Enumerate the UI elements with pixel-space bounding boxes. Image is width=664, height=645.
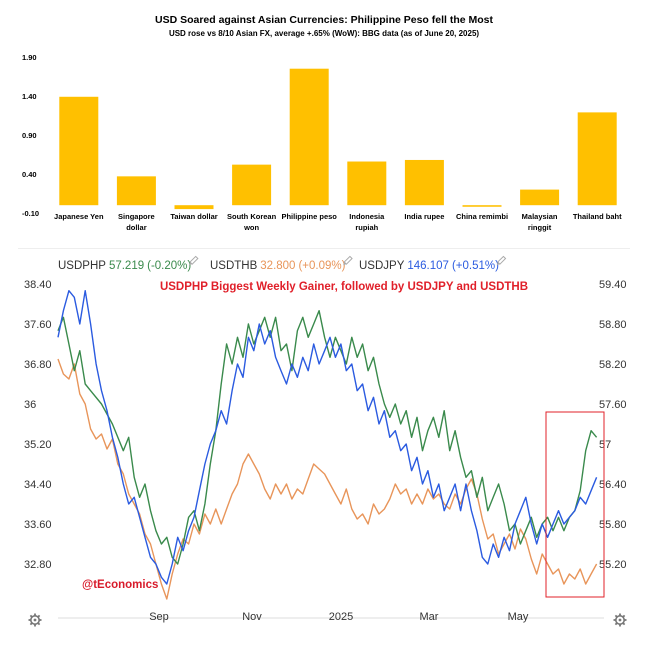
bar-thailand-baht [577,112,617,206]
left-axis-tick-label: 36.80 [24,359,52,371]
bar-y-tick-label: 1.90 [22,53,37,62]
bar-singapore-dollar [116,176,156,206]
bar-category-label: South Korean [227,212,277,221]
bar-y-tick-label: 0.40 [22,170,37,179]
left-axis-tick-label: 32.80 [24,559,52,571]
x-axis-tick-label: 2025 [329,611,353,623]
bar-category-label: ringgit [528,223,552,232]
legend-value: 57.219 [109,260,144,272]
highlight-box [545,411,605,598]
line-chart-panel: USDPHP 57.219 (-0.20%) USDTHB 32.800 (+0.09%)… [14,247,634,638]
bar-y-tick-label: 0.90 [22,131,37,140]
bar-category-label: China remimbi [456,212,508,221]
bar-malaysian-ringgit [520,189,560,206]
legend-change: (-0.20%) [147,260,191,272]
bar-taiwan-dollar [174,205,214,210]
bar-category-label: rupiah [355,223,378,232]
bar-y-tick-label: 1.40 [22,92,37,101]
right-axis-tick-label: 57.60 [599,399,627,411]
bar-chart-subtitle: USD rose vs 8/10 Asian FX, average +.65%… [169,29,479,38]
x-axis-tick-label: Nov [242,611,262,623]
bar-india-rupee [404,159,444,206]
bar-chart-panel: USD Soared against Asian Currencies: Phi… [14,6,634,238]
left-axis-tick-label: 38.40 [24,279,52,291]
legend-value: 32.800 [260,260,295,272]
legend-change: (+0.09%) [298,260,345,272]
bar-y-tick-label: -0.10 [22,209,39,218]
left-axis-tick-label: 37.60 [24,319,52,331]
chart-legend: USDPHP 57.219 (-0.20%) USDTHB 32.800 (+0.09%)… [58,255,507,272]
left-axis-tick-label: 33.60 [24,519,52,531]
chart-annotation: USDPHP Biggest Weekly Gainer, followed b… [160,281,528,293]
right-axis-tick-label: 58.20 [599,359,627,371]
line-chart: USDPHP 57.219 (-0.20%) USDTHB 32.800 (+0.09%)… [18,247,630,627]
bar-chart: USD Soared against Asian Currencies: Phi… [22,14,622,232]
legend-symbol: USDTHB [210,260,258,272]
bar-category-label: Japanese Yen [54,212,104,221]
legend-item-usdthb[interactable]: USDTHB 32.800 (+0.09%) [210,260,346,272]
bar-category-label: India rupee [404,212,444,221]
series-line-usdjpy [57,290,598,585]
left-axis-tick-label: 35.20 [24,439,52,451]
bar-category-label: Taiwan dollar [170,212,217,221]
right-axis-tick-label: 55.80 [599,519,627,531]
right-settings-gear-icon[interactable] [613,613,627,627]
series-line-usdphp [57,310,598,565]
x-axis-tick-label: May [508,611,529,623]
x-axis-tick-label: Sep [149,611,169,623]
right-axis-tick-label: 57 [599,439,611,451]
bar-indonesia-rupiah [347,161,387,206]
left-axis-tick-label: 36 [24,399,36,411]
bar-china-remimbi [462,205,502,207]
series-line-usdthb [57,358,598,600]
right-axis-tick-label: 58.80 [599,319,627,331]
left-axis-tick-label: 34.40 [24,479,52,491]
bar-category-label: Indonesia [349,212,385,221]
x-axis-tick-label: Mar [420,611,439,623]
legend-change: (+0.51%) [452,260,499,272]
bar-category-label: Philippine peso [281,212,337,221]
right-axis-tick-label: 59.40 [599,279,627,291]
right-axis-tick-label: 55.20 [599,559,627,571]
bar-south-korean-won [232,164,272,206]
legend-symbol: USDJPY [359,260,405,272]
bar-category-label: won [243,223,259,232]
bar-philippine-peso [289,68,329,206]
legend-item-usdjpy[interactable]: USDJPY 146.107 (+0.51%) [359,260,499,272]
bar-category-label: Thailand baht [573,212,622,221]
legend-symbol: USDPHP [58,260,106,272]
legend-value: 146.107 [407,260,449,272]
bar-japanese-yen [59,96,99,206]
legend-item-usdphp[interactable]: USDPHP 57.219 (-0.20%) [58,260,191,272]
bar-chart-title: USD Soared against Asian Currencies: Phi… [155,14,494,26]
bar-category-label: dollar [126,223,147,232]
watermark: @tEconomics [82,579,158,591]
bar-category-label: Malaysian [522,212,558,221]
right-axis-tick-label: 56.40 [599,479,627,491]
left-settings-gear-icon[interactable] [28,613,42,627]
bar-category-label: Singapore [118,212,155,221]
